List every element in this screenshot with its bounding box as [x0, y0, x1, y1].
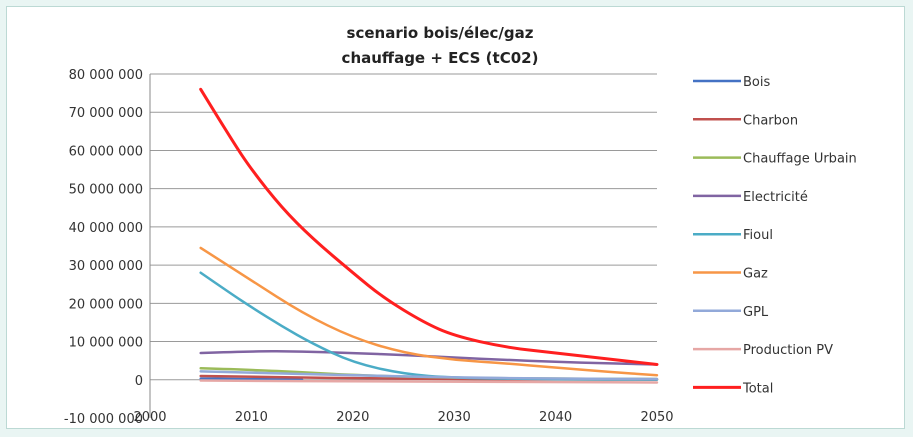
- legend-label: Fioul: [743, 228, 773, 243]
- y-tick-label: 50 000 000: [69, 183, 143, 198]
- series-line-gpl: [199, 370, 659, 381]
- gridlines: [150, 73, 657, 381]
- y-tick-label: 30 000 000: [69, 259, 143, 274]
- x-tick-labels: 2000 2010 2020 2030 2040 2050: [133, 410, 673, 425]
- legend-label: Electricité: [743, 190, 808, 205]
- y-tick-label: 10 000 000: [69, 336, 143, 351]
- x-tick-label: 2000: [133, 410, 166, 425]
- chart-title-line-2: chauffage + ECS (tC02): [342, 49, 539, 67]
- legend: Bois Charbon Chauffage Urbain Electricité Fi…: [693, 75, 857, 396]
- x-tick-label: 2040: [539, 410, 572, 425]
- legend-label: Production PV: [743, 343, 833, 358]
- legend-label: Chauffage Urbain: [743, 152, 857, 167]
- legend-label: Gaz: [743, 267, 768, 282]
- x-tick-label: 2010: [235, 410, 268, 425]
- legend-label: Bois: [743, 75, 770, 90]
- series-lines: [199, 87, 659, 384]
- series-line-production-pv: [199, 379, 659, 384]
- x-tick-label: 2020: [336, 410, 369, 425]
- legend-label: Total: [742, 381, 773, 396]
- series-line-bois: [199, 377, 304, 381]
- y-tick-label: 20 000 000: [69, 297, 143, 312]
- legend-label: GPL: [743, 305, 769, 320]
- chart-title-line-1: scenario bois/élec/gaz: [347, 24, 534, 42]
- y-tick-labels: 80 000 000 70 000 000 60 000 000 50 000 000…: [64, 68, 143, 427]
- y-tick-label: 60 000 000: [69, 144, 143, 159]
- x-tick-label: 2030: [438, 410, 471, 425]
- series-line-total: [199, 87, 659, 366]
- y-tick-label: 80 000 000: [69, 68, 143, 83]
- series-line-gaz: [199, 246, 659, 377]
- legend-label: Charbon: [743, 113, 798, 128]
- y-tick-label: -10 000 000: [64, 412, 143, 427]
- y-tick-label: 40 000 000: [69, 221, 143, 236]
- x-tick-label: 2050: [640, 410, 673, 425]
- y-tick-label: 0: [135, 374, 143, 389]
- y-tick-label: 70 000 000: [69, 106, 143, 121]
